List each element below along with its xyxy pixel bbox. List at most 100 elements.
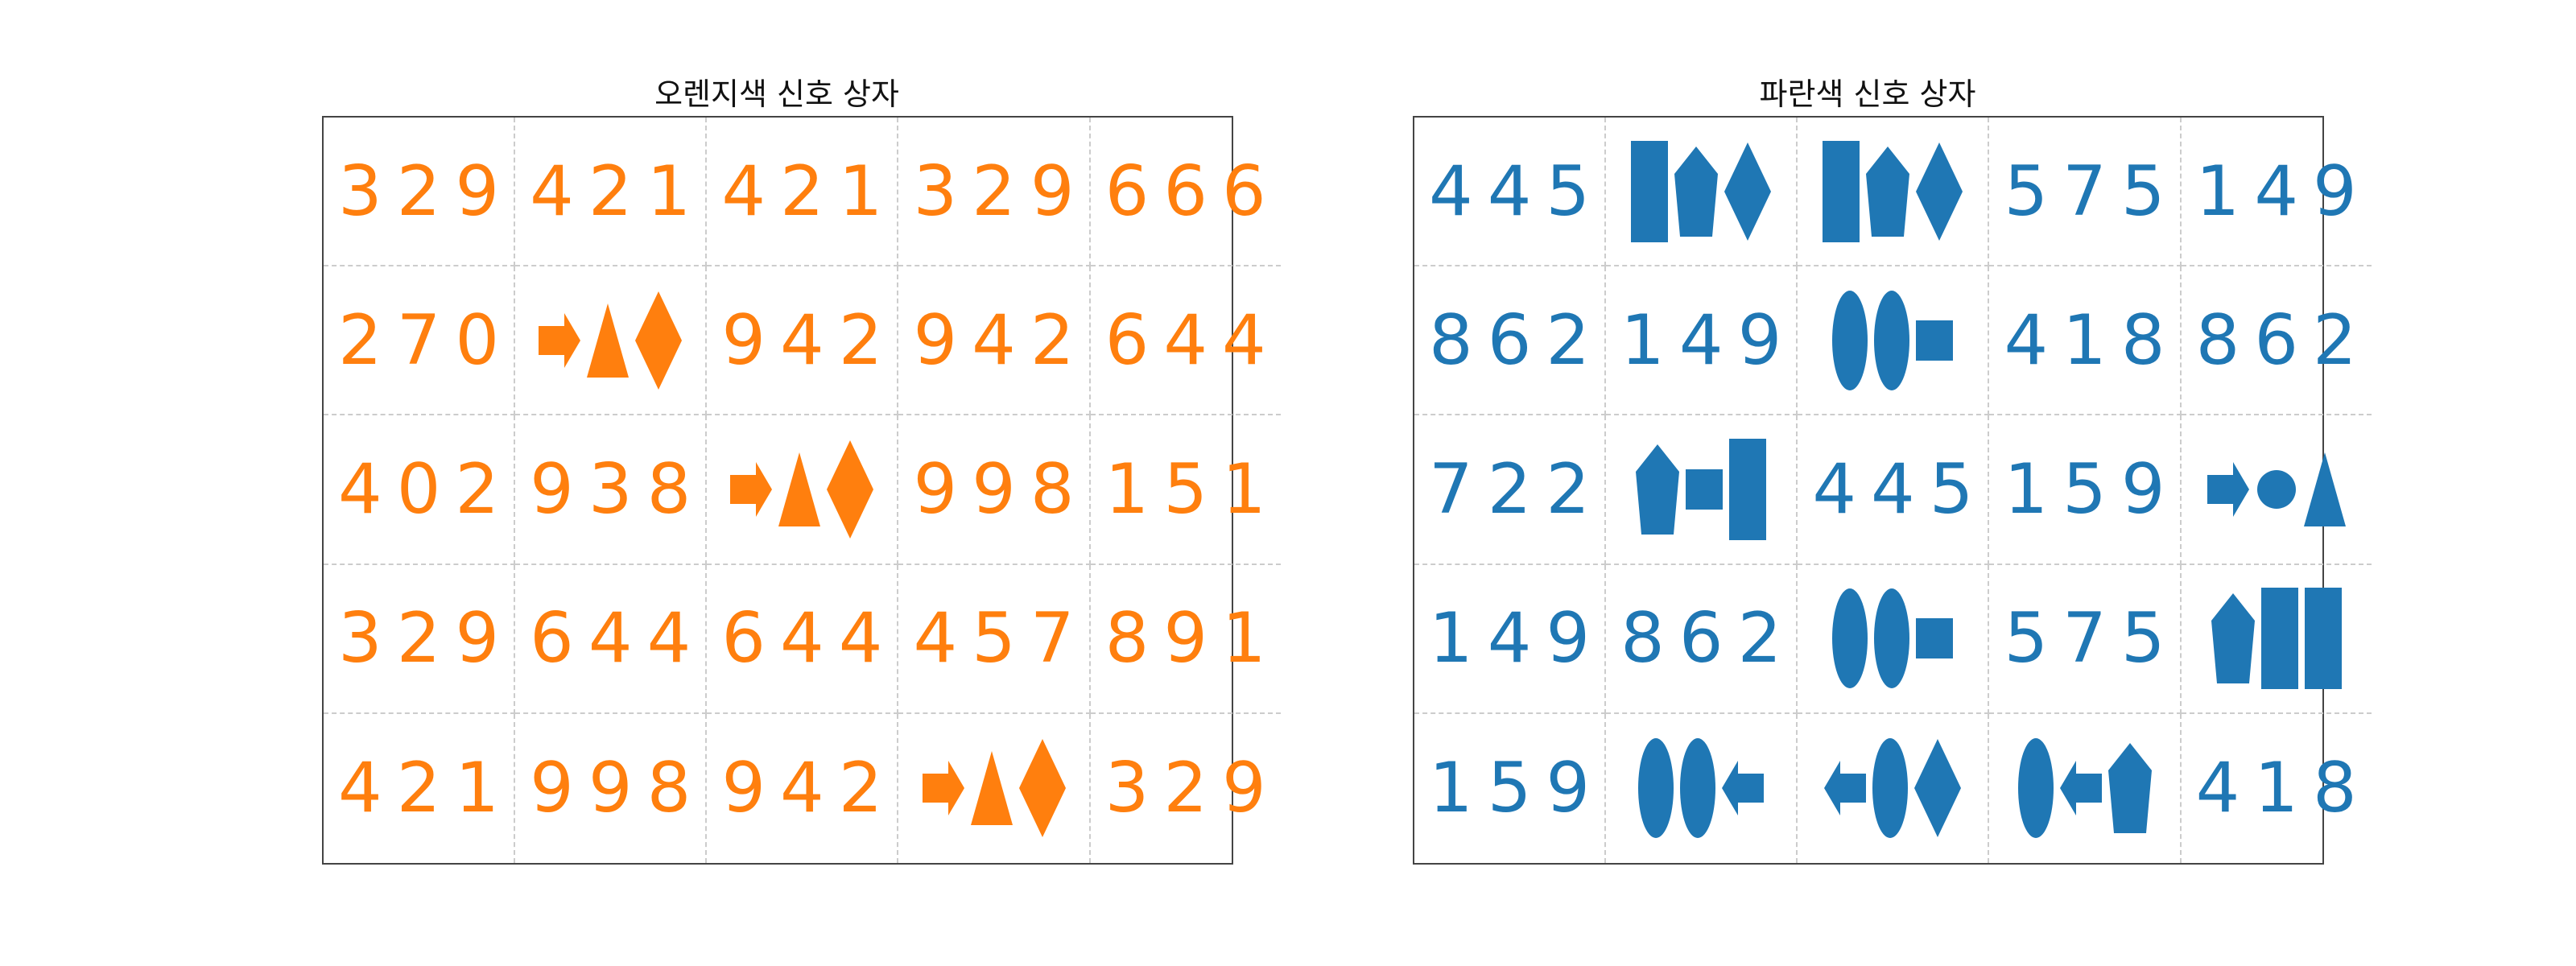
cell-number: 942	[913, 299, 1089, 381]
cell-number: 862	[1620, 598, 1797, 679]
grid-cell: 270	[324, 266, 516, 416]
grid-cell: 329	[1091, 714, 1281, 863]
panel-title: 파란색 신호 상자	[1759, 76, 1976, 112]
cell-number: 998	[913, 448, 1089, 530]
grid-cell	[898, 713, 1091, 863]
grid-cell: 457	[898, 564, 1091, 714]
square-icon	[1916, 618, 1954, 659]
triangle-icon	[778, 452, 821, 526]
grid-cell: 644	[515, 564, 708, 714]
grid-cell: 575	[1989, 118, 2182, 267]
pentagon-icon	[1636, 444, 1680, 535]
ellipse-icon	[1832, 588, 1868, 689]
grid-cell: 722	[1414, 415, 1607, 565]
grid-cell: 402	[324, 415, 516, 565]
grid-cell: 418	[2182, 714, 2372, 863]
grid-cell: 329	[898, 118, 1091, 267]
cell-number: 329	[338, 598, 514, 679]
shape-group	[1635, 736, 1767, 840]
cell-number: 575	[2004, 598, 2180, 679]
shape-group	[2208, 586, 2345, 691]
cell-number: 938	[530, 448, 706, 530]
grid-cell: 998	[898, 415, 1091, 565]
grid-cell	[1798, 564, 1990, 714]
cell-number: 159	[2004, 448, 2180, 530]
tall-rect-icon	[1729, 438, 1767, 540]
grid-cell: 998	[515, 713, 708, 863]
cell-number: 329	[1104, 748, 1281, 829]
signal-grid: 445 575 149 862 149 418 862 722 445 159 149 862 575 1…	[1413, 116, 2372, 865]
diamond-icon	[1914, 739, 1962, 838]
grid-cell	[515, 266, 708, 416]
grid-cell: 421	[707, 118, 899, 267]
shape-group	[2204, 449, 2349, 530]
grid-cell	[1606, 713, 1798, 863]
signal-grid: 329 421 421 329 666 270 942 942 644 402 938 998 151 3…	[322, 116, 1281, 865]
cell-number: 445	[1429, 151, 1605, 232]
shape-group	[1633, 437, 1769, 542]
arrow-right-icon	[730, 461, 773, 517]
arrow-left-icon	[2059, 761, 2102, 816]
grid-cell: 445	[1414, 118, 1607, 267]
circle-icon	[2256, 469, 2296, 509]
cell-number: 942	[721, 748, 898, 829]
diamond-icon	[1916, 142, 1963, 241]
cell-number: 149	[1429, 598, 1605, 679]
arrow-left-icon	[1824, 761, 1867, 816]
ellipse-icon	[1638, 738, 1674, 839]
cell-number: 421	[721, 151, 898, 232]
grid-cell: 418	[1989, 266, 2182, 416]
grid-cell: 862	[1606, 564, 1798, 714]
cell-number: 329	[913, 151, 1089, 232]
diamond-icon	[827, 440, 874, 539]
cell-number: 418	[2004, 299, 2180, 381]
cell-number: 891	[1104, 598, 1281, 679]
cell-number: 862	[1429, 299, 1605, 381]
grid-cell	[1989, 713, 2182, 863]
shape-group	[2015, 736, 2155, 840]
ellipse-icon	[1874, 290, 1910, 390]
grid-cell: 575	[1989, 564, 2182, 714]
cell-number: 418	[2195, 748, 2372, 829]
tall-rect-icon	[2260, 588, 2298, 690]
grid-cell: 421	[324, 713, 516, 863]
grid-cell: 942	[707, 713, 899, 863]
ellipse-icon	[1874, 588, 1910, 689]
grid-cell: 159	[1414, 713, 1607, 863]
cell-number: 445	[1812, 448, 1988, 530]
cell-number: 159	[1429, 748, 1605, 829]
cell-number: 644	[530, 598, 706, 679]
square-icon	[1916, 320, 1954, 361]
grid-cell: 151	[1090, 415, 1281, 565]
orange-signal-panel: 오렌지색 신호 상자 329 421 421 329 666 270 942 942 644 40…	[322, 72, 1281, 865]
cell-number: 421	[530, 151, 706, 232]
shape-group	[535, 288, 685, 393]
grid-cell	[1798, 266, 1990, 416]
grid-cell	[1798, 118, 1990, 267]
triangle-icon	[970, 751, 1013, 826]
cell-number: 644	[721, 598, 898, 679]
grid-cell: 149	[2181, 118, 2372, 267]
grid-cell: 666	[1090, 118, 1281, 267]
cell-number: 575	[2004, 151, 2180, 232]
pentagon-icon	[2107, 743, 2152, 834]
arrow-left-icon	[1722, 761, 1765, 816]
shape-group	[1819, 139, 1966, 244]
grid-cell: 862	[1414, 266, 1607, 416]
grid-cell: 938	[515, 415, 708, 565]
arrow-right-icon	[2207, 461, 2249, 517]
grid-cell: 149	[1606, 266, 1798, 416]
cell-number: 421	[338, 748, 514, 829]
cell-number: 457	[913, 598, 1089, 679]
grid-cell: 644	[1090, 266, 1281, 416]
shape-group	[1821, 736, 1964, 840]
grid-cell: 421	[515, 118, 708, 267]
panel-title: 오렌지색 신호 상자	[654, 76, 899, 112]
cell-number: 149	[2195, 151, 2372, 232]
cell-number: 270	[338, 299, 514, 381]
grid-cell: 862	[2181, 266, 2372, 416]
arrow-right-icon	[922, 761, 964, 816]
cell-number: 666	[1104, 151, 1281, 232]
ellipse-icon	[1872, 738, 1909, 839]
cell-number: 149	[1620, 299, 1797, 381]
